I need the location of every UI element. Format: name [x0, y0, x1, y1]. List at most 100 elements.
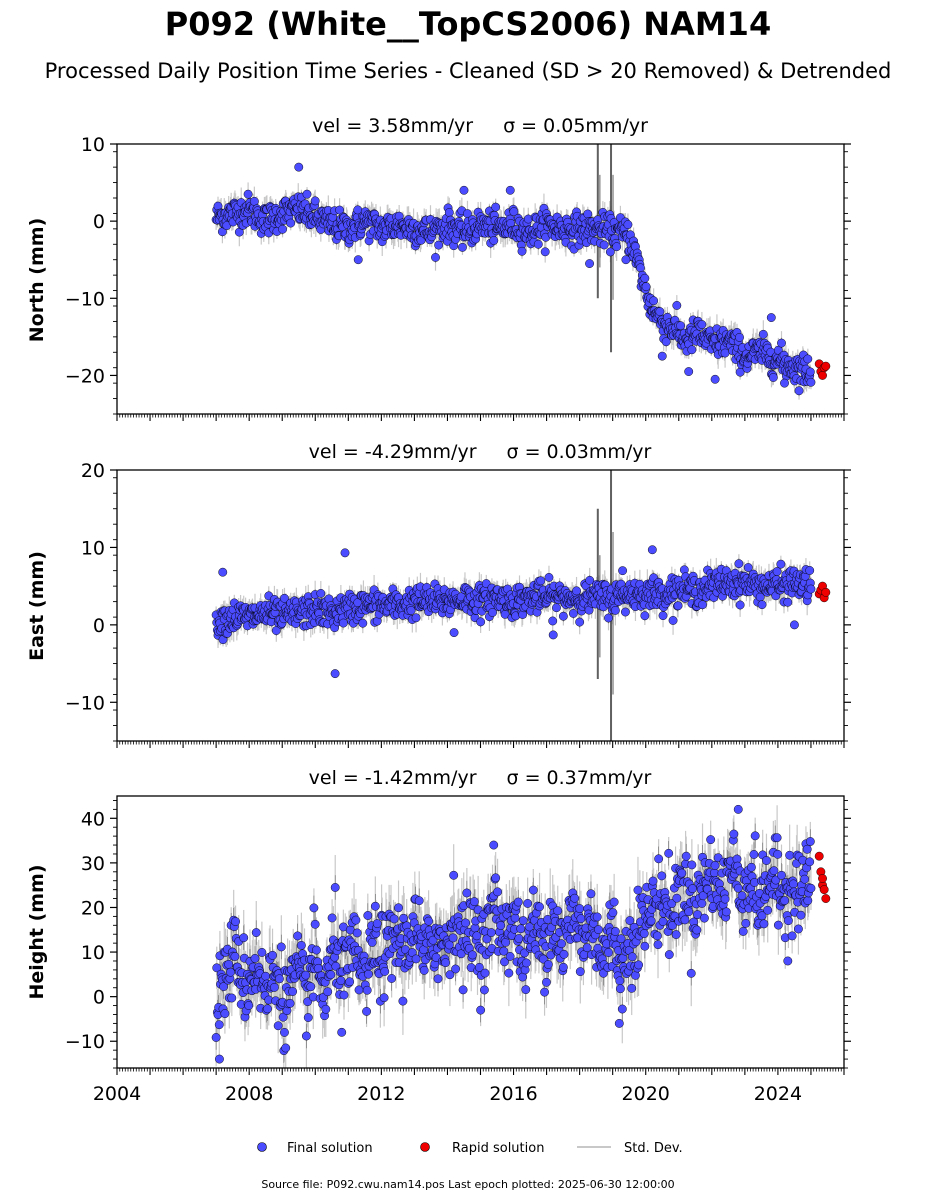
north-final-point [533, 239, 543, 249]
north-final-point [335, 205, 345, 215]
north-y-tick-label: −10 [65, 288, 105, 310]
north-final-point [431, 253, 440, 262]
east-data-layer [211, 470, 831, 741]
north-outlier-point [294, 162, 304, 172]
north-final-point [687, 345, 697, 355]
north-outlier-point [766, 313, 776, 322]
east-final-point [621, 607, 630, 617]
north-outlier-point [684, 367, 694, 376]
east-final-point [585, 575, 595, 585]
east-final-point [536, 576, 546, 586]
north-final-point [434, 240, 444, 250]
north-final-point [623, 220, 633, 230]
north-final-point [243, 189, 253, 199]
north-outlier-point [780, 378, 789, 388]
north-final-point [444, 208, 454, 217]
north-final-point [640, 273, 650, 283]
north-final-point [720, 348, 730, 358]
east-final-point [568, 609, 578, 618]
north-y-axis-label: North (mm) [26, 218, 48, 343]
north-final-point [599, 240, 609, 250]
east-final-point [406, 606, 416, 615]
north-final-points [211, 162, 816, 396]
north-y-tick-label: −20 [65, 365, 105, 387]
east-final-point [488, 608, 497, 617]
north-final-point [612, 242, 622, 252]
east-final-point [640, 611, 650, 621]
east-final-point [673, 601, 683, 611]
north-final-point [649, 296, 659, 306]
north-final-point [758, 329, 768, 339]
north-panel: vel = 3.58mm/yr σ = 0.05mm/yr North (mm) … [26, 115, 851, 421]
north-rapid-point [821, 361, 831, 371]
east-final-point [476, 617, 486, 627]
north-final-point [794, 386, 804, 396]
north-final-point [655, 307, 665, 317]
north-sigma-label: σ = 0.05mm/yr [503, 115, 648, 137]
north-final-point [583, 209, 593, 219]
north-final-point [768, 373, 778, 382]
east-panel: vel = -4.29mm/yr σ = 0.03mm/yr East (mm) … [26, 441, 851, 748]
north-final-point [249, 196, 259, 206]
north-final-point [661, 337, 671, 347]
north-final-point [636, 263, 645, 273]
north-final-point [489, 236, 499, 245]
north-final-point [803, 354, 813, 364]
north-velocity-label: vel = 3.58mm/yr [312, 115, 473, 137]
east-final-point [316, 589, 326, 598]
east-final-point [544, 573, 554, 582]
north-outlier-point [710, 374, 720, 384]
north-final-point [735, 332, 744, 342]
east-final-point [658, 611, 668, 621]
north-final-point [777, 338, 786, 348]
north-final-point [641, 282, 651, 292]
north-final-point [676, 321, 686, 331]
north-panel-title: vel = 3.58mm/yr σ = 0.05mm/yr [312, 115, 648, 137]
east-final-point [668, 616, 678, 625]
north-final-point [517, 246, 527, 256]
north-y-tick-label: 0 [93, 211, 105, 233]
north-final-point [286, 218, 296, 228]
north-data-layer [211, 144, 831, 400]
north-final-point [806, 377, 816, 387]
east-final-point [604, 613, 613, 623]
north-outlier-point [621, 255, 631, 265]
figure-subtitle: Processed Daily Position Time Series - C… [45, 59, 892, 83]
north-final-point [302, 189, 312, 199]
east-velocity-label: vel = -4.29mm/yr [309, 441, 477, 463]
north-final-point [278, 224, 288, 234]
east-final-point [280, 593, 289, 603]
east-final-points [211, 545, 816, 679]
north-final-point [540, 247, 550, 257]
north-plot-area: −20 −10 0 10 [65, 134, 851, 421]
north-final-point [672, 301, 682, 310]
north-final-point [605, 247, 615, 257]
east-y-axis-label: East (mm) [26, 551, 48, 661]
north-outlier-point [459, 185, 469, 195]
east-final-point [358, 618, 368, 628]
east-final-point [552, 603, 561, 613]
north-final-point [509, 207, 519, 217]
north-final-point [805, 367, 815, 377]
north-outlier-point [585, 259, 594, 268]
north-final-point [491, 202, 501, 212]
east-final-point [575, 617, 585, 627]
east-sigma-label: σ = 0.03mm/yr [507, 441, 652, 463]
east-final-point [610, 605, 620, 615]
north-rapid-point [818, 371, 827, 380]
east-panel-title: vel = -4.29mm/yr σ = 0.03mm/yr [309, 441, 652, 463]
north-outlier-point [505, 185, 515, 195]
north-final-point [697, 320, 707, 329]
north-final-point [310, 196, 320, 206]
east-final-point [548, 616, 558, 626]
east-final-point [572, 586, 581, 596]
east-final-point [338, 618, 348, 628]
east-final-point [698, 600, 707, 610]
north-final-point [458, 242, 467, 252]
east-final-point [558, 611, 568, 621]
north-rapid-points [814, 359, 831, 380]
north-outlier-point [353, 255, 363, 265]
north-outlier-point [657, 351, 667, 361]
